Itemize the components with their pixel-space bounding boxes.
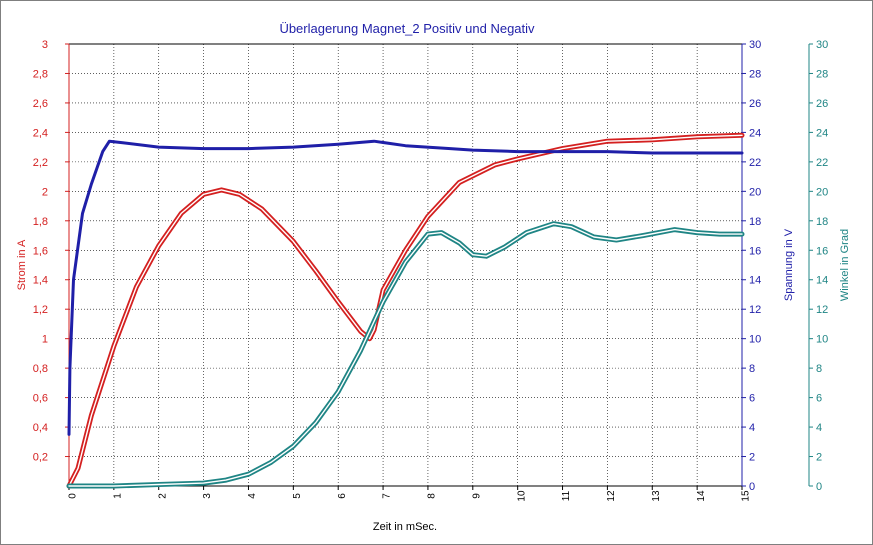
left-tick-label: 1,8 bbox=[33, 216, 48, 228]
right2-tick-label: 0 bbox=[816, 481, 822, 493]
series-line-1-inner bbox=[68, 134, 743, 487]
right2-tick-label: 30 bbox=[816, 39, 828, 51]
right2-tick-label: 6 bbox=[816, 393, 822, 405]
x-tick-label: 1 bbox=[113, 493, 124, 499]
x-tick-label: 14 bbox=[696, 490, 707, 502]
right2-tick-label: 2 bbox=[816, 452, 822, 464]
right1-tick-label: 12 bbox=[749, 304, 761, 316]
left-tick-label: 1 bbox=[42, 334, 48, 346]
left-tick-label: 2,6 bbox=[33, 98, 48, 110]
series-line-2 bbox=[67, 139, 744, 436]
right1-tick-label: 16 bbox=[749, 245, 761, 257]
right2-tick-label: 24 bbox=[816, 127, 828, 139]
x-tick-label: 15 bbox=[741, 490, 752, 502]
chart-title: Überlagerung Magnet_2 Positiv und Negati… bbox=[279, 21, 535, 36]
left-tick-label: 1,4 bbox=[33, 275, 48, 287]
right2-tick-label: 14 bbox=[816, 275, 828, 287]
right1-tick-label: 2 bbox=[749, 452, 755, 464]
x-tick-label: 6 bbox=[337, 493, 348, 499]
left-tick-label: 2,8 bbox=[33, 68, 48, 80]
right2-tick-label: 28 bbox=[816, 68, 828, 80]
right-axis-label-winkel: Winkel in Grad bbox=[839, 229, 851, 301]
x-tick-label: 9 bbox=[471, 493, 482, 499]
right1-tick-label: 22 bbox=[749, 157, 761, 169]
right2-tick-label: 22 bbox=[816, 157, 828, 169]
left-tick-label: 0,8 bbox=[33, 363, 48, 375]
left-axis-label: Strom in A bbox=[16, 239, 28, 290]
x-tick-label: 2 bbox=[157, 493, 168, 499]
right1-tick-label: 14 bbox=[749, 275, 761, 287]
x-tick-label: 10 bbox=[516, 490, 527, 502]
x-tick-label: 3 bbox=[202, 493, 213, 499]
left-tick-label: 0,4 bbox=[33, 422, 48, 434]
x-axis-label: Zeit in mSec. bbox=[373, 521, 437, 533]
x-tick-label: 0 bbox=[68, 493, 79, 499]
x-tick-label: 5 bbox=[292, 493, 303, 499]
left-tick-label: 2 bbox=[42, 186, 48, 198]
x-tick-label: 13 bbox=[651, 490, 662, 502]
right1-tick-label: 4 bbox=[749, 422, 755, 434]
right-axis-label-spannung: Spannung in V bbox=[783, 228, 795, 301]
left-tick-label: 0,2 bbox=[33, 452, 48, 464]
right1-tick-label: 26 bbox=[749, 98, 761, 110]
right1-tick-label: 24 bbox=[749, 127, 761, 139]
right1-tick-label: 30 bbox=[749, 39, 761, 51]
x-tick-label: 8 bbox=[427, 493, 438, 499]
right2-tick-label: 26 bbox=[816, 98, 828, 110]
left-tick-label: 1,2 bbox=[33, 304, 48, 316]
series-line-3-inner bbox=[68, 222, 743, 487]
right2-tick-label: 16 bbox=[816, 245, 828, 257]
right1-tick-label: 8 bbox=[749, 363, 755, 375]
x-tick-label: 12 bbox=[606, 490, 617, 502]
x-tick-label: 11 bbox=[561, 490, 572, 501]
right2-tick-label: 12 bbox=[816, 304, 828, 316]
right2-tick-label: 20 bbox=[816, 186, 828, 198]
right1-tick-label: 28 bbox=[749, 68, 761, 80]
right1-tick-label: 0 bbox=[749, 481, 755, 493]
x-tick-label: 7 bbox=[382, 493, 393, 499]
right1-tick-label: 20 bbox=[749, 186, 761, 198]
right2-tick-label: 18 bbox=[816, 216, 828, 228]
left-tick-label: 0,6 bbox=[33, 393, 48, 405]
left-tick-label: 2,2 bbox=[33, 157, 48, 169]
left-tick-label: 2,4 bbox=[33, 127, 48, 139]
right1-tick-label: 18 bbox=[749, 216, 761, 228]
right2-tick-label: 8 bbox=[816, 363, 822, 375]
right2-tick-label: 10 bbox=[816, 334, 828, 346]
right1-tick-label: 10 bbox=[749, 334, 761, 346]
x-tick-label: 4 bbox=[247, 493, 258, 499]
left-tick-label: 1,6 bbox=[33, 245, 48, 257]
left-tick-label: 3 bbox=[42, 39, 48, 51]
right2-tick-label: 4 bbox=[816, 422, 822, 434]
right1-tick-label: 6 bbox=[749, 393, 755, 405]
